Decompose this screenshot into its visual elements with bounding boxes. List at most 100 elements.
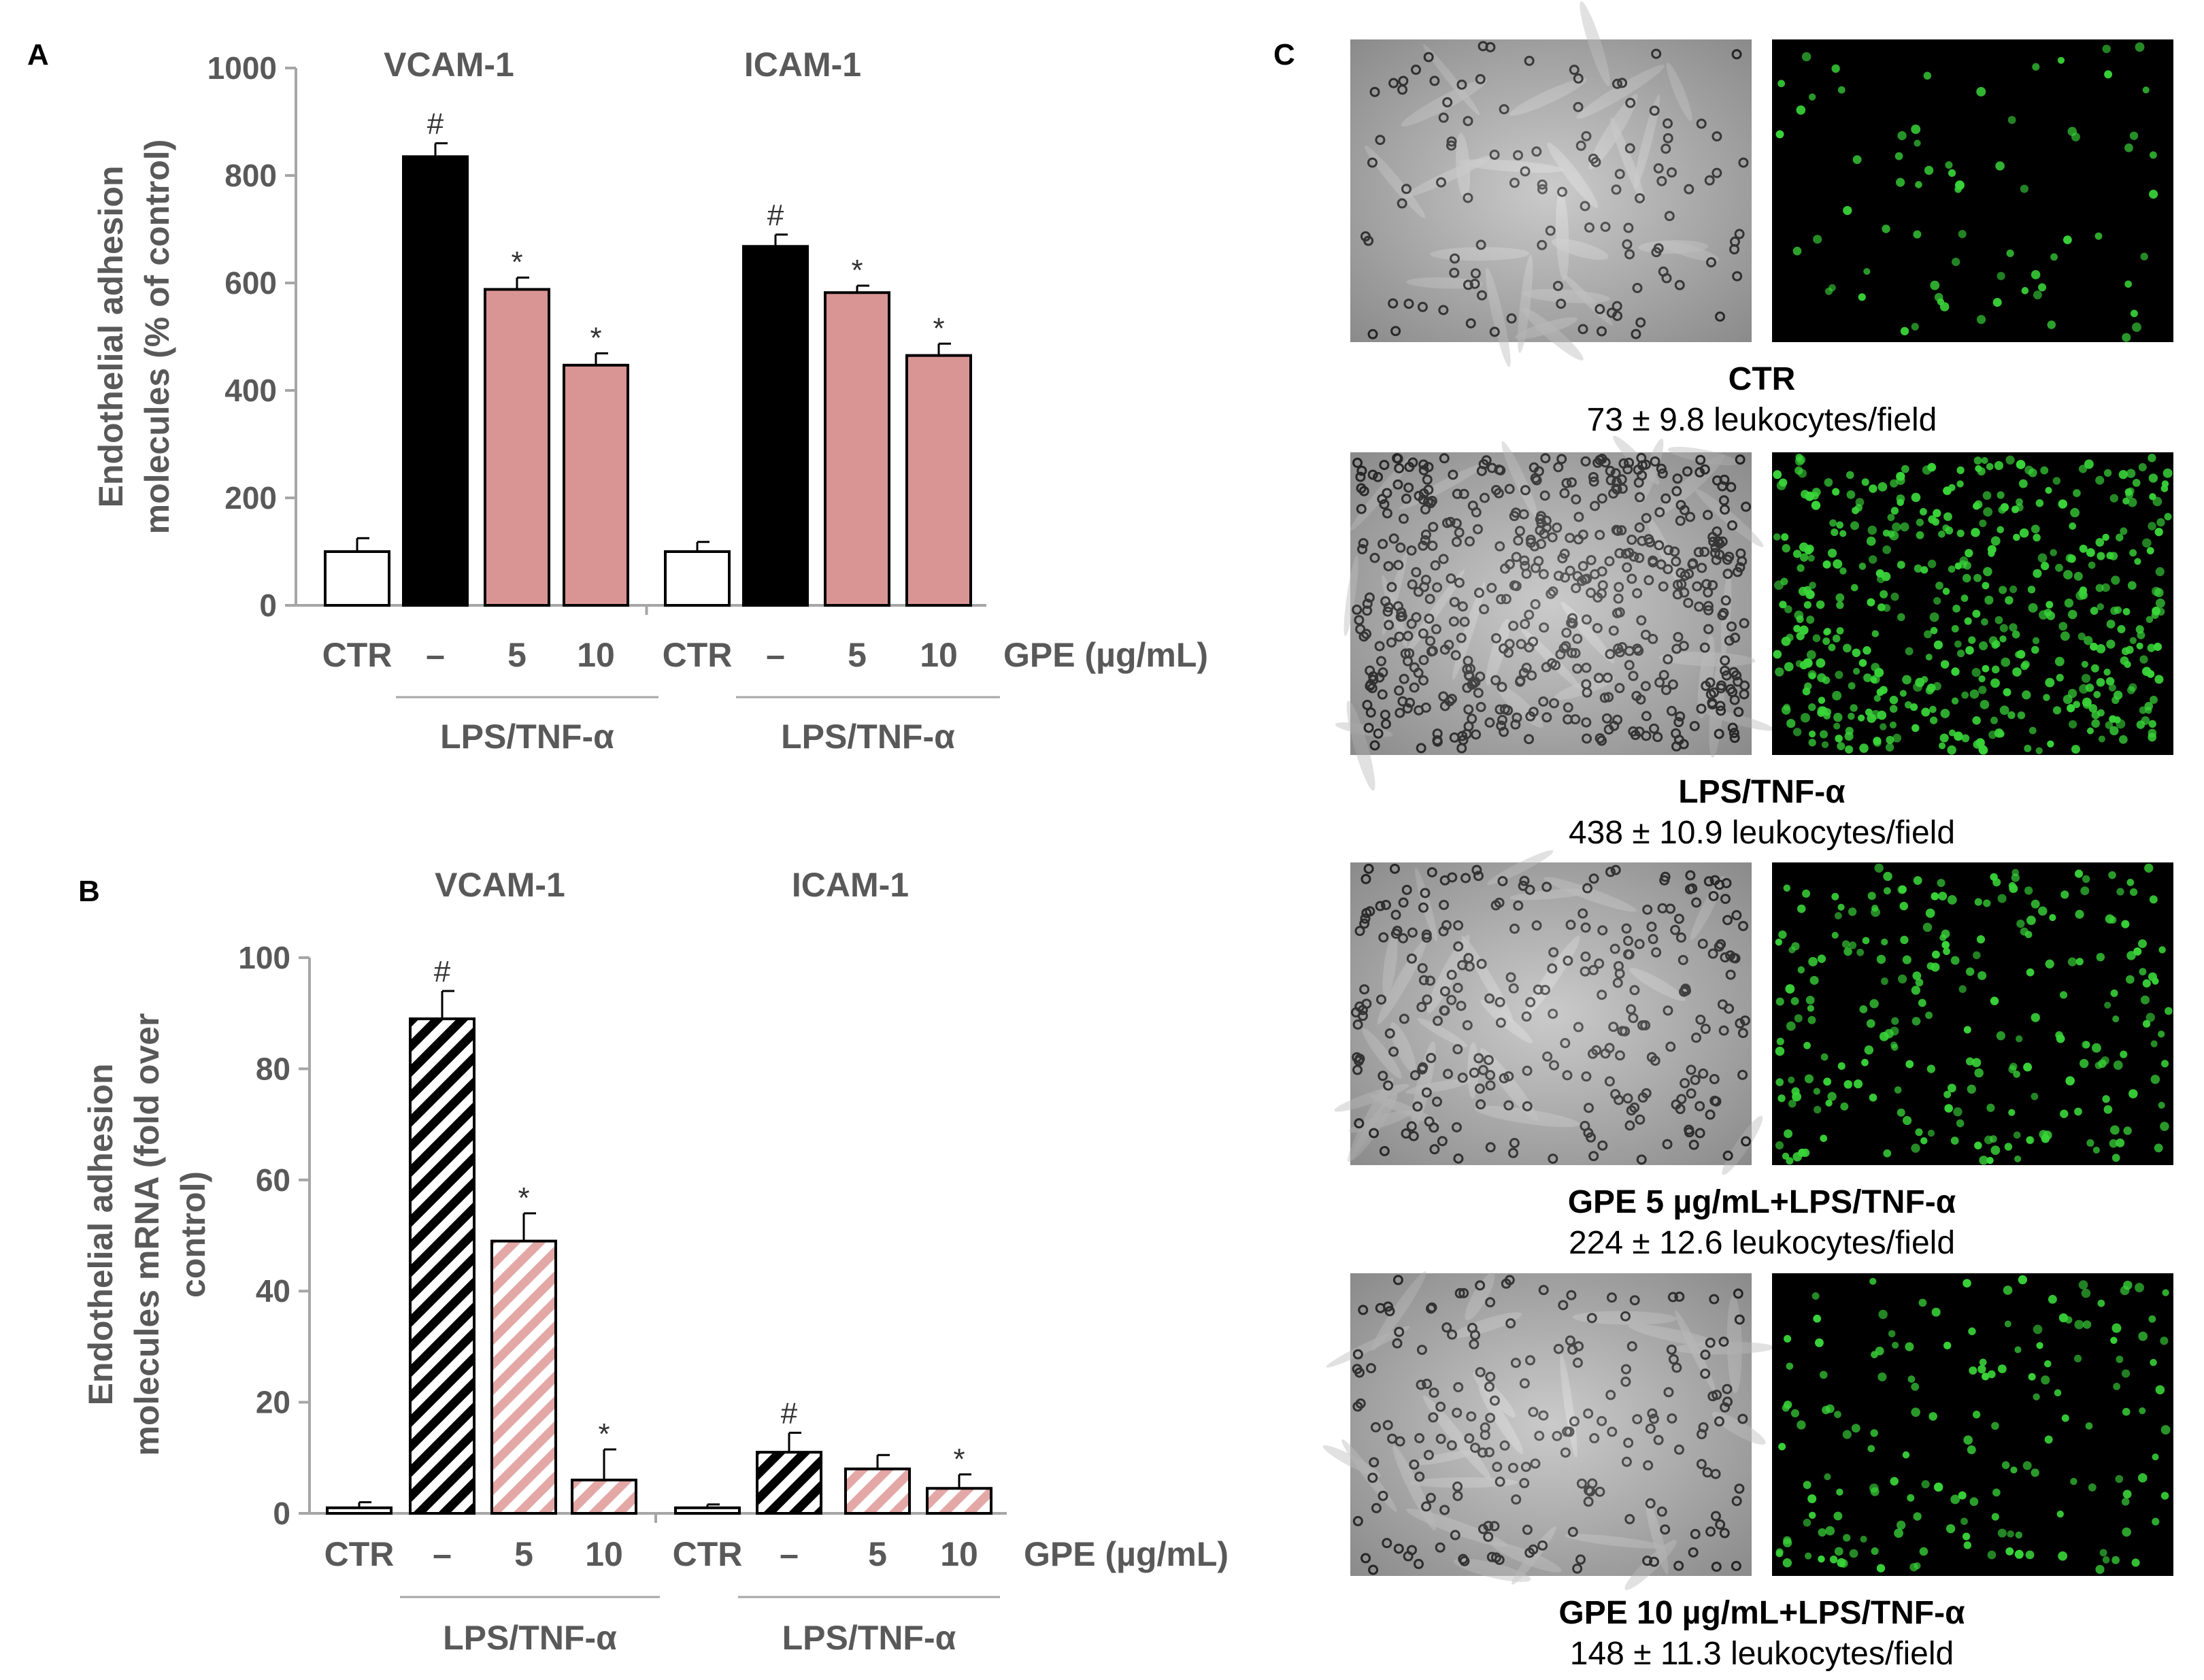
y-tick-label: 0: [259, 588, 277, 623]
leukocyte-fluorescent: [2025, 1550, 2035, 1560]
leukocyte-fluorescent: [1944, 1104, 1953, 1113]
leukocyte-fluorescent: [1974, 500, 1983, 509]
treatment-label: LPS/TNF-α: [443, 1619, 617, 1657]
leukocyte-fluorescent: [1894, 1086, 1902, 1094]
leukocyte-fluorescent: [1792, 728, 1802, 737]
leukocyte-fluorescent: [1837, 1062, 1846, 1070]
leukocyte-fluorescent: [1795, 660, 1803, 668]
panel-c-micrographs: C CTR 73 ± 9.8 leukocytes/field LPS/TNF-α 4…: [1273, 1, 2173, 1672]
leukocyte-fluorescent: [1969, 1497, 1979, 1507]
leukocyte-fluorescent: [2141, 667, 2152, 676]
leukocyte-fluorescent: [2104, 70, 2113, 79]
fluorescence-image: [1772, 452, 2173, 755]
leukocyte-fluorescent: [2049, 913, 2056, 922]
leukocyte-fluorescent: [1779, 601, 1787, 609]
leukocyte-fluorescent: [1987, 1550, 1997, 1560]
leukocyte-fluorescent: [1994, 460, 2004, 471]
leukocyte-fluorescent: [1890, 1041, 1898, 1049]
leukocyte-fluorescent: [2150, 1358, 2157, 1366]
leukocyte-fluorescent: [1976, 86, 1986, 97]
leukocyte-fluorescent: [2121, 1498, 2130, 1506]
leukocyte-fluorescent: [2110, 1337, 2118, 1344]
leukocyte-fluorescent: [2074, 1320, 2084, 1330]
leukocyte-fluorescent: [2158, 1030, 2165, 1038]
leukocyte-fluorescent: [2148, 728, 2157, 738]
y-axis-label: Endothelial adhesion molecules mRNA (fold…: [82, 1013, 212, 1456]
leukocyte-fluorescent: [1873, 694, 1881, 702]
bar: [490, 1239, 557, 1515]
leukocyte-fluorescent: [1897, 1520, 1906, 1530]
leukocyte-fluorescent: [2123, 1126, 2132, 1135]
leukocyte-fluorescent: [2109, 494, 2118, 503]
leukocyte-fluorescent: [1858, 293, 1866, 301]
leukocyte-fluorescent: [1794, 1014, 1803, 1023]
leukocyte-fluorescent: [1948, 729, 1956, 737]
leukocyte-fluorescent: [1803, 1041, 1811, 1049]
leukocyte-fluorescent: [1979, 519, 1987, 527]
x-unit-label: GPE (µg/mL): [1003, 636, 1208, 674]
leukocyte-fluorescent: [2116, 1356, 2124, 1363]
leukocyte-fluorescent: [1983, 899, 1991, 907]
leukocyte-fluorescent: [1786, 1021, 1796, 1031]
leukocyte-fluorescent: [1818, 1555, 1825, 1563]
leukocyte-fluorescent: [1818, 696, 1826, 704]
leukocyte-fluorescent: [1921, 1480, 1930, 1489]
leukocyte-fluorescent: [1983, 567, 1992, 577]
leukocyte-fluorescent: [1967, 1445, 1976, 1455]
leukocyte-fluorescent: [2026, 1136, 2033, 1144]
leukocyte-fluorescent: [1952, 257, 1960, 267]
leukocyte-fluorescent: [2148, 1315, 2156, 1323]
leukocyte-fluorescent: [2015, 1035, 2023, 1043]
leukocyte-fluorescent: [1947, 895, 1957, 905]
leukocyte-fluorescent: [1803, 601, 1811, 609]
leukocyte-fluorescent: [1788, 1099, 1797, 1108]
leukocyte-fluorescent: [1824, 1473, 1831, 1481]
leukocyte-fluorescent: [2116, 1138, 2125, 1147]
leukocyte-fluorescent: [1813, 1088, 1820, 1095]
leukocyte-fluorescent: [2132, 479, 2141, 487]
leukocyte-fluorescent: [1835, 671, 1843, 679]
y-tick-label: 400: [224, 373, 277, 408]
leukocyte-fluorescent: [1890, 1026, 1899, 1036]
leukocyte-fluorescent: [2090, 642, 2098, 651]
leukocyte-fluorescent: [1933, 682, 1941, 691]
leukocyte-fluorescent: [2113, 1060, 2123, 1070]
leukocyte-fluorescent: [2120, 1286, 2130, 1296]
leukocyte-fluorescent: [1846, 490, 1856, 499]
leukocyte-fluorescent: [2137, 1473, 2148, 1483]
leukocyte-fluorescent: [1803, 1481, 1811, 1490]
leukocyte-fluorescent: [1979, 1156, 1988, 1165]
leukocyte-fluorescent: [1873, 737, 1882, 745]
leukocyte-fluorescent: [1920, 566, 1928, 574]
leukocyte-fluorescent: [1972, 716, 1981, 725]
leukocyte-fluorescent: [2056, 1510, 2064, 1518]
leukocyte-fluorescent: [1999, 705, 2009, 716]
leukocyte-fluorescent: [2142, 86, 2150, 94]
leukocyte-fluorescent: [1913, 1512, 1922, 1521]
leukocyte-fluorescent: [2082, 700, 2092, 709]
leukocyte-fluorescent: [1974, 1141, 1982, 1149]
leukocyte-fluorescent: [1911, 1143, 1920, 1153]
leukocyte-fluorescent: [1892, 1341, 1899, 1349]
leukocyte-fluorescent: [1844, 731, 1854, 741]
leukocyte-fluorescent: [1905, 1060, 1914, 1069]
leukocyte-fluorescent: [2080, 886, 2090, 896]
brightfield-image: [1322, 1271, 1775, 1590]
leukocyte-fluorescent: [1776, 1037, 1784, 1045]
leukocyte-fluorescent: [1832, 690, 1842, 701]
leukocyte-fluorescent: [1900, 935, 1909, 945]
leukocyte-fluorescent: [2075, 909, 2084, 919]
leukocyte-fluorescent: [1948, 484, 1956, 492]
leukocyte-fluorescent: [1911, 1382, 1920, 1391]
leukocyte-fluorescent: [2154, 1143, 2163, 1153]
brightfield-shading: [1350, 862, 1752, 1165]
leukocyte-fluorescent: [1986, 1156, 1994, 1164]
bar: [326, 1506, 393, 1515]
leukocyte-fluorescent: [1882, 529, 1890, 537]
leukocyte-fluorescent: [1946, 1524, 1956, 1534]
leukocyte-fluorescent: [1846, 471, 1854, 480]
leukocyte-fluorescent: [2109, 1139, 2118, 1148]
leukocyte-fluorescent: [2097, 1299, 2105, 1307]
leukocyte-fluorescent: [1978, 675, 1986, 683]
leukocyte-fluorescent: [2004, 1320, 2011, 1328]
